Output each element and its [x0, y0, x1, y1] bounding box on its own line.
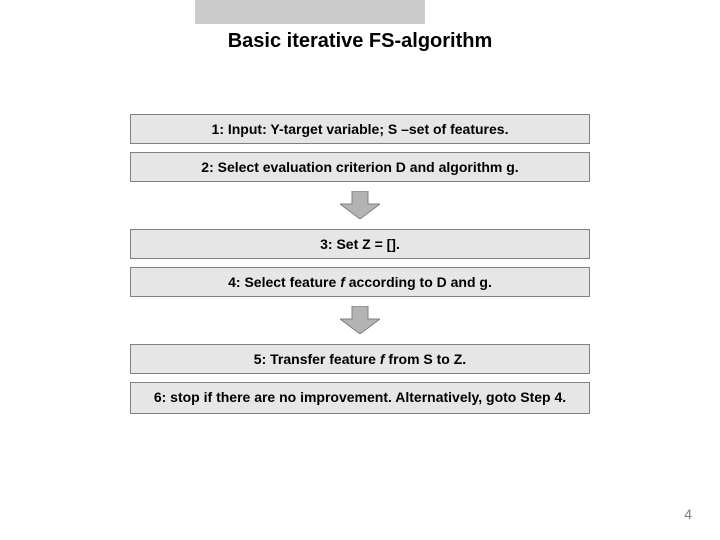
step-text-prefix: 4: Select feature	[228, 274, 340, 290]
step-text-suffix: according to D and g.	[345, 274, 492, 290]
step-text-prefix: 5: Transfer feature	[254, 351, 380, 367]
header-accent-bar	[195, 0, 425, 24]
step-box-3: 3: Set Z = [].	[130, 229, 590, 259]
page-number: 4	[684, 506, 692, 522]
slide-title: Basic iterative FS-algorithm	[0, 30, 720, 53]
step-box-6: 6: stop if there are no improvement. Alt…	[130, 382, 590, 414]
down-arrow-icon	[340, 306, 380, 334]
step-text-suffix: from S to Z.	[388, 351, 466, 367]
step-box-2: 2: Select evaluation criterion D and alg…	[130, 152, 590, 182]
step-box-5: 5: Transfer feature f from S to Z.	[130, 344, 590, 374]
down-arrow-icon	[340, 191, 380, 219]
step-box-1: 1: Input: Y-target variable; S –set of f…	[130, 114, 590, 144]
step-box-4: 4: Select feature f according to D and g…	[130, 267, 590, 297]
